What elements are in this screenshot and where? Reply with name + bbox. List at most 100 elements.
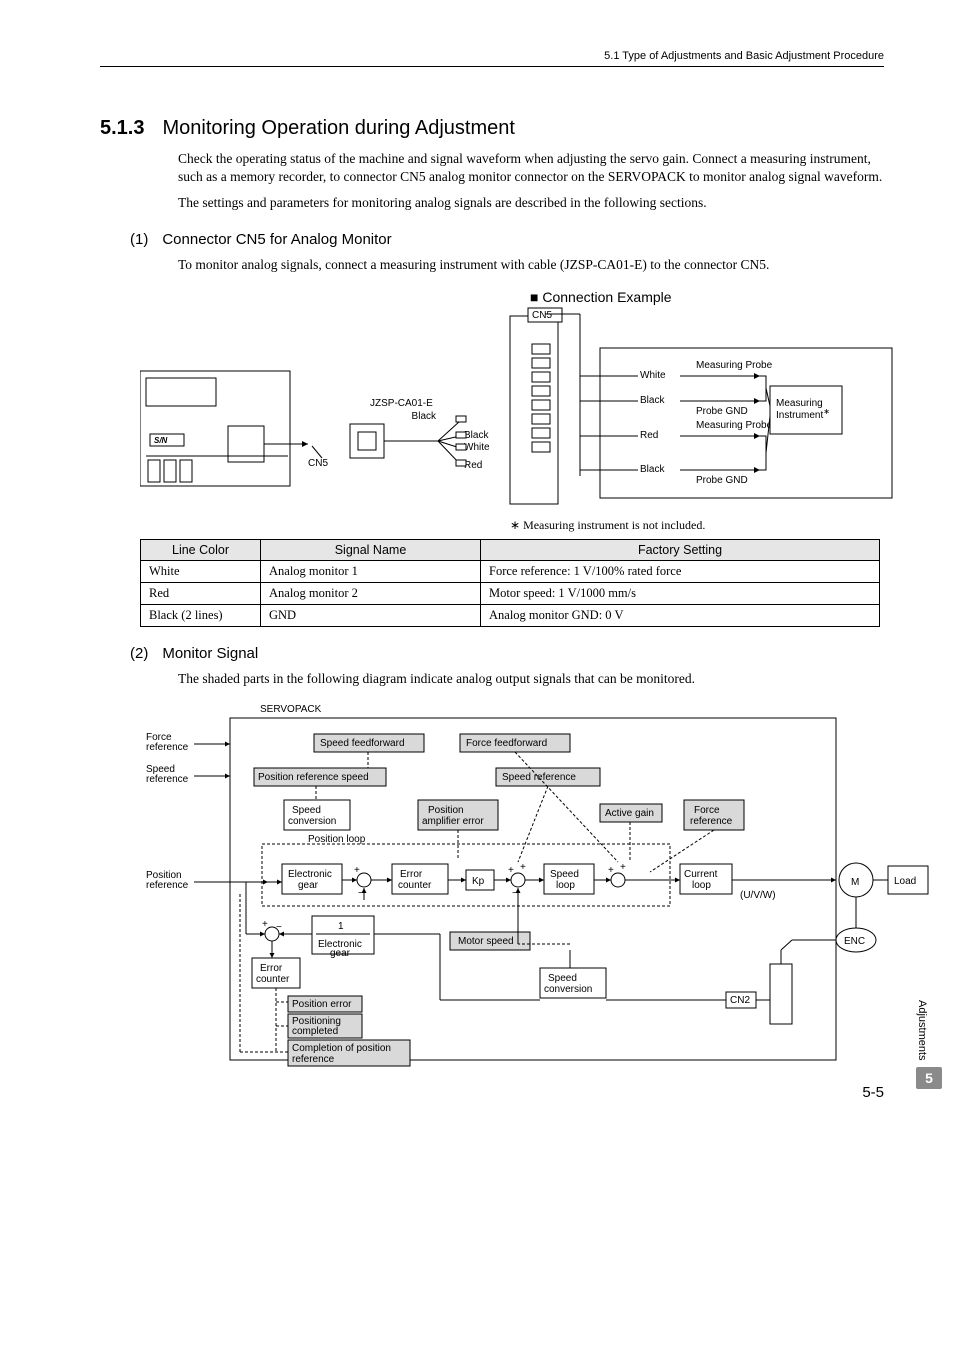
side-chapter-num: 5 xyxy=(916,1067,942,1089)
subsection-2-heading: (2) Monitor Signal xyxy=(130,645,884,662)
svg-text:Measuring Probe: Measuring Probe xyxy=(696,420,773,431)
svg-text:Kp: Kp xyxy=(472,876,485,887)
th-factory: Factory Setting xyxy=(481,539,880,560)
svg-text:Position loop: Position loop xyxy=(308,834,366,845)
svg-text:Black: Black xyxy=(464,430,489,441)
svg-text:completed: completed xyxy=(292,1026,338,1037)
svg-text:amplifier error: amplifier error xyxy=(422,816,484,827)
svg-text:Black: Black xyxy=(412,411,437,422)
svg-text:White: White xyxy=(640,370,666,381)
svg-text:Red: Red xyxy=(464,460,482,471)
svg-text:Red: Red xyxy=(640,430,658,441)
sub2-title: Monitor Signal xyxy=(162,645,258,662)
svg-text:Force feedforward: Force feedforward xyxy=(466,738,547,749)
sub1-text: To monitor analog signals, connect a mea… xyxy=(178,256,884,274)
svg-text:counter: counter xyxy=(398,880,432,891)
paragraph-2: The settings and parameters for monitori… xyxy=(178,194,884,212)
svg-text:reference: reference xyxy=(146,774,189,785)
table-row: Black (2 lines)GNDAnalog monitor GND: 0 … xyxy=(141,604,880,626)
svg-text:counter: counter xyxy=(256,974,290,985)
svg-text:M: M xyxy=(851,877,859,888)
connection-example-icon: CN5 White Black Red Black Measuring Pro xyxy=(510,308,892,504)
svg-text:Measuring Probe: Measuring Probe xyxy=(696,360,773,371)
cable-icon: JZSP-CA01-E Black Black White Red xyxy=(350,398,490,471)
table-cell: Analog monitor 1 xyxy=(261,560,481,582)
svg-text:gear: gear xyxy=(330,948,351,959)
header-rule xyxy=(100,66,884,67)
side-tab: Adjustments 5 xyxy=(916,1000,942,1089)
svg-text:Speed: Speed xyxy=(550,869,579,880)
svg-text:Current: Current xyxy=(684,869,718,880)
paragraph-1: Check the operating status of the machin… xyxy=(178,150,884,186)
connection-example-label: ■ Connection Example xyxy=(530,289,672,305)
svg-text:ENC: ENC xyxy=(844,936,865,947)
svg-text:+: + xyxy=(520,862,526,873)
svg-text:−: − xyxy=(276,922,282,933)
svg-text:Measuring: Measuring xyxy=(776,398,823,409)
svg-text:Instrument∗: Instrument∗ xyxy=(776,407,830,421)
table-cell: GND xyxy=(261,604,481,626)
svg-text:Speed: Speed xyxy=(292,805,321,816)
side-label: Adjustments xyxy=(916,1000,928,1061)
svg-text:Probe GND: Probe GND xyxy=(696,475,748,486)
instrument-note: Measuring instrument is not included. xyxy=(510,518,884,533)
table-cell: Red xyxy=(141,582,261,604)
svg-text:+: + xyxy=(354,865,360,876)
svg-text:+: + xyxy=(620,862,626,873)
svg-text:Error: Error xyxy=(260,963,283,974)
table-row: WhiteAnalog monitor 1Force reference: 1 … xyxy=(141,560,880,582)
svg-text:Position: Position xyxy=(428,805,464,816)
svg-text:+: + xyxy=(262,919,268,930)
svg-text:Force: Force xyxy=(694,805,720,816)
block-diagram: SERVOPACK Forcereference Speedreference … xyxy=(140,700,884,1080)
svg-text:gear: gear xyxy=(298,880,319,891)
svg-text:S/N: S/N xyxy=(154,436,168,445)
signal-table: Line Color Signal Name Factory Setting W… xyxy=(140,539,880,627)
svg-text:+: + xyxy=(508,865,514,876)
svg-text:Electronic: Electronic xyxy=(288,869,332,880)
svg-text:conversion: conversion xyxy=(288,816,336,827)
sub1-num: (1) xyxy=(130,231,148,248)
table-cell: Analog monitor 2 xyxy=(261,582,481,604)
sub1-title: Connector CN5 for Analog Monitor xyxy=(162,231,391,248)
svg-text:JZSP-CA01-E: JZSP-CA01-E xyxy=(370,398,433,409)
svg-text:Position error: Position error xyxy=(292,999,352,1010)
svg-text:+: + xyxy=(608,865,614,876)
svg-text:Black: Black xyxy=(640,464,665,475)
th-signalname: Signal Name xyxy=(261,539,481,560)
svg-text:CN2: CN2 xyxy=(730,995,750,1006)
table-cell: Force reference: 1 V/100% rated force xyxy=(481,560,880,582)
svg-text:Speed: Speed xyxy=(548,973,577,984)
svg-text:reference: reference xyxy=(146,742,189,753)
th-linecolor: Line Color xyxy=(141,539,261,560)
svg-text:Position reference speed: Position reference speed xyxy=(258,772,369,783)
servopack-front-icon: S/N CN5 xyxy=(140,371,328,486)
svg-text:1: 1 xyxy=(338,921,344,932)
svg-text:Speed feedforward: Speed feedforward xyxy=(320,738,405,749)
section-number: 5.1.3 xyxy=(100,117,144,140)
svg-text:SERVOPACK: SERVOPACK xyxy=(260,704,322,715)
svg-text:Completion of position: Completion of position xyxy=(292,1043,391,1054)
svg-text:conversion: conversion xyxy=(544,984,592,995)
svg-text:reference: reference xyxy=(146,880,189,891)
page-number: 5-5 xyxy=(862,1084,884,1101)
connector-svg: ■ Connection Example S/N CN5 JZSP-CA01-E… xyxy=(140,286,900,516)
svg-text:(U/V/W): (U/V/W) xyxy=(740,890,776,901)
svg-text:Motor speed: Motor speed xyxy=(458,936,514,947)
svg-text:−: − xyxy=(358,888,364,899)
svg-text:Probe GND: Probe GND xyxy=(696,406,748,417)
table-cell: Motor speed: 1 V/1000 mm/s xyxy=(481,582,880,604)
section-title: Monitoring Operation during Adjustment xyxy=(162,117,514,140)
table-cell: Black (2 lines) xyxy=(141,604,261,626)
table-cell: White xyxy=(141,560,261,582)
section-heading: 5.1.3 Monitoring Operation during Adjust… xyxy=(100,117,884,140)
svg-text:loop: loop xyxy=(692,880,711,891)
svg-text:White: White xyxy=(464,442,490,453)
svg-text:loop: loop xyxy=(556,880,575,891)
connector-diagram: ■ Connection Example S/N CN5 JZSP-CA01-E… xyxy=(140,286,884,533)
table-cell: Analog monitor GND: 0 V xyxy=(481,604,880,626)
svg-text:−: − xyxy=(512,888,518,899)
svg-text:reference: reference xyxy=(690,816,733,827)
svg-text:CN5: CN5 xyxy=(532,310,552,321)
sub2-num: (2) xyxy=(130,645,148,662)
